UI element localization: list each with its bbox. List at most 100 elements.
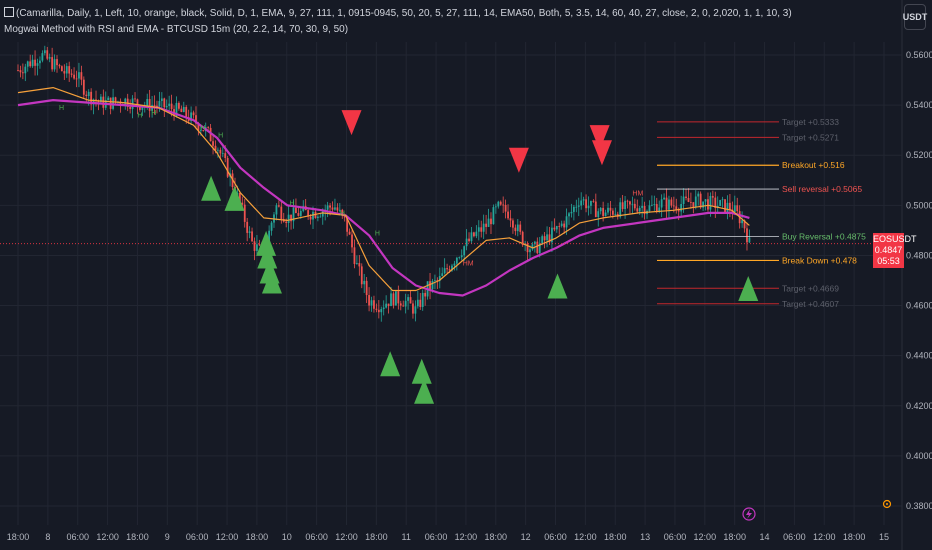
- candle-body: [599, 207, 602, 212]
- candle-body: [414, 306, 417, 314]
- level-label-buy: Buy Reversal +0.4875: [782, 232, 866, 242]
- candle-body: [548, 234, 551, 243]
- candle-body: [21, 72, 24, 74]
- candle-body: [555, 226, 558, 230]
- candle-body: [597, 211, 600, 218]
- indicator-legend-camarilla[interactable]: (Camarilla, Daily, 1, Left, 10, orange, …: [4, 7, 792, 19]
- buy-signal-arrow: [547, 273, 568, 299]
- candle-body: [538, 243, 541, 254]
- candle-body: [543, 236, 546, 241]
- candle-body: [207, 127, 210, 128]
- candle-body: [419, 299, 422, 307]
- candle-body: [551, 227, 553, 243]
- indicator-params: (Camarilla, Daily, 1, Left, 10, orange, …: [16, 8, 792, 19]
- candle-body: [390, 293, 392, 307]
- last-price-tag: EOSUSDT 0.4847 05:53: [873, 233, 917, 268]
- candle-body: [563, 223, 566, 228]
- x-tick-label: 14: [760, 532, 770, 542]
- candle-body: [602, 207, 605, 217]
- candle-body: [329, 205, 331, 208]
- candle-body: [258, 244, 261, 246]
- candle-body: [477, 227, 480, 232]
- x-tick-label: 18:00: [723, 532, 746, 542]
- candle-body: [75, 78, 78, 80]
- candle-body: [577, 205, 580, 207]
- candle-body: [514, 227, 517, 232]
- candle-body: [316, 216, 319, 218]
- candle-body: [99, 96, 102, 103]
- candle-body: [277, 205, 280, 207]
- x-axis[interactable]: 18:00 8 06:00 12:00 18:00 9 06:00 12:00 18:00 10 0…: [7, 532, 889, 542]
- candle-body: [638, 207, 641, 212]
- candle-body: [585, 199, 587, 209]
- candle-body: [416, 299, 419, 307]
- candle-body: [102, 96, 105, 108]
- candle-body: [217, 149, 219, 151]
- signal-markers: HM HM H H H H H H H H: [59, 105, 759, 404]
- candle-body: [26, 61, 29, 67]
- candle-body: [409, 297, 412, 304]
- candle-body: [243, 204, 246, 222]
- x-tick-label: 15: [879, 532, 889, 542]
- ema-slow-line: [17, 99, 750, 297]
- candle-body: [41, 53, 44, 61]
- candle-body: [719, 200, 722, 206]
- candle-body: [221, 153, 224, 154]
- candle-body: [485, 223, 488, 227]
- buy-signal-arrow: [256, 230, 277, 256]
- lightning-icon[interactable]: [742, 507, 756, 521]
- candle-body: [373, 300, 375, 309]
- candle-body: [360, 266, 363, 285]
- candle-body: [355, 263, 358, 264]
- x-tick-label: 18:00: [7, 532, 30, 542]
- candle-body: [246, 221, 249, 233]
- candle-body: [331, 207, 334, 210]
- candle-body: [163, 98, 166, 108]
- candle-body: [160, 98, 163, 102]
- y-axis[interactable]: 0.5600 0.5400 0.5200 0.5000 0.4800 0.4600 0.44…: [906, 50, 932, 511]
- candle-body: [385, 303, 388, 308]
- candle-body: [226, 158, 229, 177]
- buy-signal-arrow: [380, 351, 401, 377]
- grid-lines: [0, 0, 903, 550]
- candle-body: [56, 59, 58, 66]
- candle-body: [280, 206, 283, 220]
- candle-body: [460, 255, 463, 258]
- candle-body: [58, 65, 61, 67]
- candle-body: [158, 101, 161, 107]
- settings-icon[interactable]: [882, 499, 892, 509]
- h-label: H: [201, 125, 206, 132]
- level-label-breakdown: Break Down +0.478: [782, 255, 857, 265]
- candle-body: [53, 59, 56, 70]
- candle-body: [516, 224, 519, 232]
- candle-body: [139, 105, 141, 110]
- candle-body: [212, 141, 214, 146]
- candle-body: [421, 292, 424, 307]
- candle-body: [533, 241, 536, 245]
- candle-body: [675, 206, 678, 211]
- candle-body: [141, 107, 144, 110]
- candle-body: [480, 227, 483, 232]
- candle-body: [475, 231, 478, 237]
- y-tick-label: 0.5400: [906, 100, 932, 110]
- candle-body: [251, 231, 253, 242]
- candle-body: [338, 209, 341, 211]
- x-tick-label: 06:00: [305, 532, 328, 542]
- candle-body: [658, 207, 661, 213]
- currency-button[interactable]: USDT: [903, 4, 927, 30]
- eye-icon[interactable]: [4, 7, 14, 17]
- candle-body: [60, 66, 63, 72]
- candle-body: [299, 210, 302, 216]
- candle-body: [380, 309, 383, 313]
- candle-body: [529, 249, 531, 253]
- candle-body: [185, 106, 188, 118]
- indicator-legend-mogwai[interactable]: Mogwai Method with RSI and EMA - BTCUSD …: [4, 24, 349, 35]
- candle-body: [519, 224, 522, 232]
- candle-body: [482, 223, 485, 232]
- candle-body: [621, 202, 624, 210]
- candle-body: [192, 112, 195, 116]
- candle-body: [404, 300, 407, 307]
- x-tick-label: 12:00: [96, 532, 119, 542]
- candle-body: [392, 293, 395, 306]
